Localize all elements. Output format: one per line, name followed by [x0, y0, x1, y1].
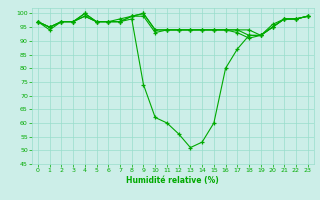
X-axis label: Humidité relative (%): Humidité relative (%) — [126, 176, 219, 185]
